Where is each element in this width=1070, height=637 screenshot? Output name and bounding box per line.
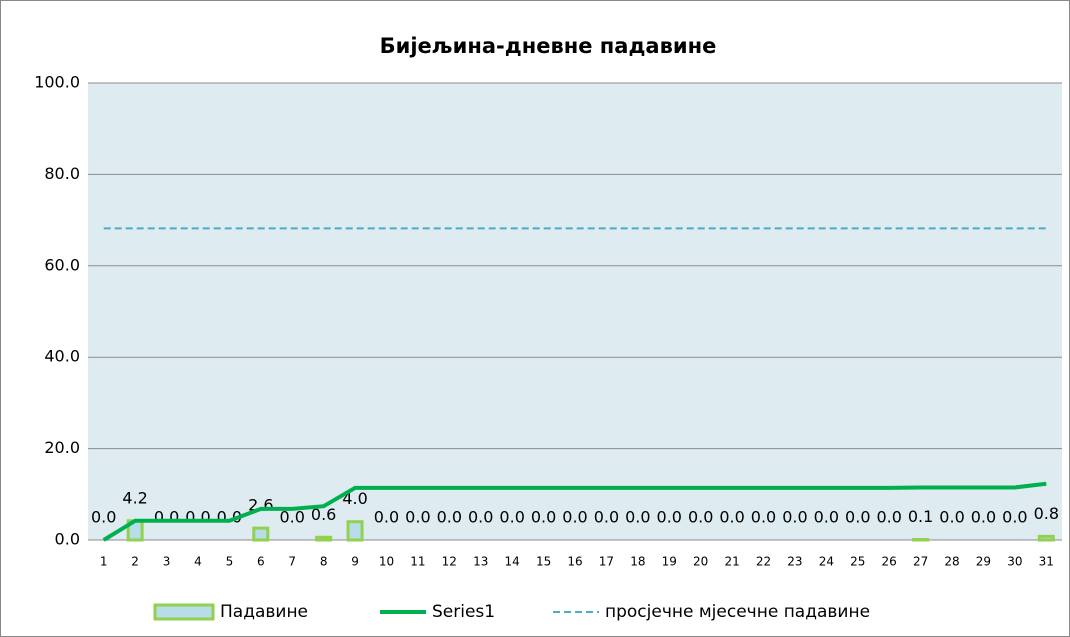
data-label: 0.0 bbox=[531, 508, 556, 527]
x-tick-label: 25 bbox=[850, 555, 865, 569]
x-tick-label: 28 bbox=[944, 555, 959, 569]
data-label: 0.0 bbox=[971, 508, 996, 527]
x-tick-label: 17 bbox=[599, 555, 614, 569]
x-tick-label: 15 bbox=[536, 555, 551, 569]
legend-label: Series1 bbox=[432, 602, 495, 622]
x-tick-label: 3 bbox=[163, 555, 171, 569]
data-label: 0.0 bbox=[751, 508, 776, 527]
data-label: 0.0 bbox=[185, 508, 210, 527]
data-label: 0.0 bbox=[782, 508, 807, 527]
x-tick-label: 12 bbox=[442, 555, 457, 569]
bar bbox=[252, 526, 270, 542]
x-tick-label: 29 bbox=[976, 555, 991, 569]
y-tick-label: 80.0 bbox=[44, 164, 80, 183]
data-label: 0.0 bbox=[279, 508, 304, 527]
data-label: 0.0 bbox=[657, 508, 682, 527]
x-tick-label: 1 bbox=[100, 555, 108, 569]
bar bbox=[1037, 534, 1055, 542]
x-tick-label: 30 bbox=[1007, 555, 1022, 569]
x-tick-label: 20 bbox=[693, 555, 708, 569]
data-label: 0.0 bbox=[437, 508, 462, 527]
data-label: 0.0 bbox=[625, 508, 650, 527]
x-tick-label: 19 bbox=[662, 555, 677, 569]
data-label: 0.6 bbox=[311, 505, 336, 524]
plot-area bbox=[88, 83, 1062, 540]
x-tick-label: 2 bbox=[131, 555, 139, 569]
data-label: 0.0 bbox=[939, 508, 964, 527]
data-label: 0.0 bbox=[154, 508, 179, 527]
bar bbox=[315, 535, 333, 542]
legend-label: просјечне мјесечне падавине bbox=[605, 602, 870, 622]
x-tick-label: 13 bbox=[473, 555, 488, 569]
legend-label: Падавине bbox=[220, 602, 308, 622]
y-tick-label: 100.0 bbox=[34, 73, 80, 92]
x-tick-label: 6 bbox=[257, 555, 265, 569]
x-tick-label: 27 bbox=[913, 555, 928, 569]
data-label: 4.0 bbox=[342, 489, 367, 508]
data-label: 0.0 bbox=[374, 508, 399, 527]
x-tick-label: 24 bbox=[819, 555, 834, 569]
x-tick-label: 5 bbox=[226, 555, 234, 569]
data-label: 0.0 bbox=[876, 508, 901, 527]
y-tick-label: 20.0 bbox=[44, 438, 80, 457]
x-tick-label: 22 bbox=[756, 555, 771, 569]
data-label: 0.0 bbox=[499, 508, 524, 527]
x-tick-label: 9 bbox=[351, 555, 359, 569]
x-tick-label: 11 bbox=[410, 555, 425, 569]
y-tick-label: 60.0 bbox=[44, 255, 80, 274]
data-label: 0.0 bbox=[91, 508, 116, 527]
x-tick-label: 14 bbox=[505, 555, 520, 569]
x-tick-label: 8 bbox=[320, 555, 328, 569]
y-tick-label: 0.0 bbox=[55, 530, 80, 549]
x-tick-label: 18 bbox=[630, 555, 645, 569]
legend-swatch bbox=[153, 603, 215, 621]
data-label: 0.1 bbox=[908, 507, 933, 526]
x-tick-label: 31 bbox=[1039, 555, 1054, 569]
data-label: 0.0 bbox=[594, 508, 619, 527]
data-label: 0.0 bbox=[405, 508, 430, 527]
data-label: 0.0 bbox=[562, 508, 587, 527]
data-label: 4.2 bbox=[122, 488, 147, 507]
x-tick-label: 7 bbox=[288, 555, 296, 569]
x-tick-label: 21 bbox=[724, 555, 739, 569]
bar bbox=[346, 520, 364, 542]
x-tick-label: 16 bbox=[567, 555, 582, 569]
data-label: 0.8 bbox=[1034, 504, 1059, 523]
x-tick-label: 4 bbox=[194, 555, 202, 569]
x-tick-label: 26 bbox=[882, 555, 897, 569]
x-tick-label: 10 bbox=[379, 555, 394, 569]
data-label: 0.0 bbox=[719, 508, 744, 527]
data-label: 0.0 bbox=[468, 508, 493, 527]
data-label: 0.0 bbox=[688, 508, 713, 527]
line-series bbox=[102, 481, 1047, 542]
data-label: 0.0 bbox=[1002, 508, 1027, 527]
data-label: 0.0 bbox=[845, 508, 870, 527]
x-tick-label: 23 bbox=[787, 555, 802, 569]
data-label: 0.0 bbox=[814, 508, 839, 527]
y-tick-label: 40.0 bbox=[44, 347, 80, 366]
chart-title: Бијељина-дневне падавине bbox=[380, 34, 717, 58]
